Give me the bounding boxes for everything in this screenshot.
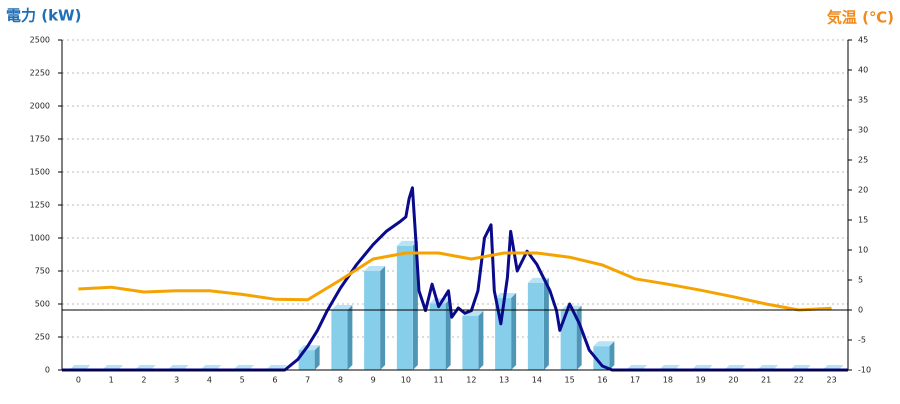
y2-tick-label: 20	[858, 186, 868, 195]
x-tick-label: 3	[174, 376, 179, 385]
y2-tick-label: 35	[858, 96, 868, 105]
bar-side	[445, 298, 451, 370]
bar	[593, 346, 610, 370]
x-tick-label: 19	[696, 376, 706, 385]
y-tick-label: 1750	[30, 135, 50, 144]
y2-tick-label: 10	[858, 246, 868, 255]
bar	[462, 315, 479, 370]
bar	[396, 245, 413, 370]
y-tick-label: 0	[45, 366, 50, 375]
bar-side	[380, 266, 386, 370]
bar-side	[576, 305, 582, 370]
bar-side	[511, 293, 517, 370]
bar-side	[314, 345, 320, 370]
y-axis-title: 電力 (kW)	[6, 7, 81, 25]
x-tick-label: 23	[827, 376, 837, 385]
power-line	[62, 186, 848, 372]
x-tick-label: 20	[728, 376, 738, 385]
y2-tick-label: 30	[858, 126, 868, 135]
bar	[331, 309, 348, 370]
y2-tick-label: -5	[858, 336, 866, 345]
y2-tick-label: 40	[858, 66, 868, 75]
bar-top	[593, 341, 615, 347]
temperature-line	[78, 251, 832, 312]
bar	[429, 303, 446, 370]
x-tick-label: 7	[305, 376, 310, 385]
bar-top	[364, 266, 386, 271]
bar-side	[609, 341, 615, 370]
y-tick-label: 1500	[30, 168, 50, 177]
x-tick-label: 9	[371, 376, 376, 385]
x-tick-label: 5	[240, 376, 245, 385]
y-tick-label: 2500	[30, 36, 50, 45]
x-tick-label: 4	[207, 376, 212, 385]
x-tick-label: 0	[76, 376, 81, 385]
x-tick-label: 18	[663, 376, 673, 385]
x-tick-label: 17	[630, 376, 640, 385]
y-tick-label: 250	[35, 333, 50, 342]
bar	[364, 271, 381, 370]
y2-axis-title: 気温 (℃)	[827, 9, 894, 27]
y-tick-label: 2000	[30, 102, 50, 111]
x-tick-label: 12	[466, 376, 476, 385]
y2-tick-label: 45	[858, 36, 868, 45]
y-tick-label: 2250	[30, 69, 50, 78]
y2-tick-label: 25	[858, 156, 868, 165]
y-tick-label: 1000	[30, 234, 50, 243]
x-tick-label: 21	[761, 376, 771, 385]
bar-side	[543, 277, 549, 370]
bar-side	[478, 310, 484, 370]
y2-tick-label: 15	[858, 216, 868, 225]
x-tick-label: 15	[565, 376, 575, 385]
y-tick-label: 500	[35, 300, 50, 309]
x-tick-label: 1	[109, 376, 114, 385]
x-tick-label: 22	[794, 376, 804, 385]
x-tick-label: 14	[532, 376, 542, 385]
y-tick-label: 750	[35, 267, 50, 276]
y2-tick-label: 0	[858, 306, 863, 315]
x-tick-label: 6	[272, 376, 277, 385]
bar-top	[331, 304, 353, 310]
x-tick-label: 8	[338, 376, 343, 385]
bar-side	[347, 304, 353, 370]
bar	[527, 282, 544, 370]
x-tick-label: 16	[597, 376, 607, 385]
x-tick-label: 11	[434, 376, 444, 385]
y2-tick-label: 5	[858, 276, 863, 285]
bar-top	[396, 240, 418, 246]
x-tick-label: 13	[499, 376, 509, 385]
x-tick-label: 2	[141, 376, 146, 385]
y2-tick-label: -10	[858, 366, 871, 375]
bar	[560, 310, 577, 370]
x-tick-label: 10	[401, 376, 411, 385]
bar-top	[429, 298, 451, 304]
y-tick-label: 1250	[30, 201, 50, 210]
